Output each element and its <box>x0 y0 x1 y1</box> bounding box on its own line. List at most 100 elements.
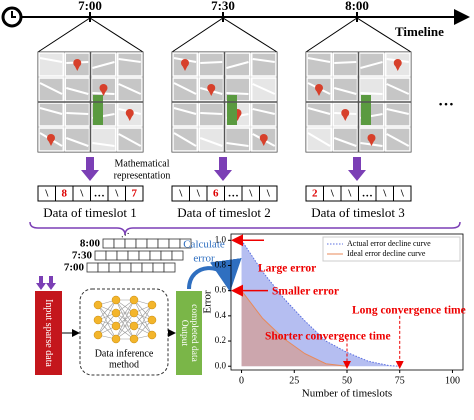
map-tile <box>38 52 64 77</box>
area-fill <box>241 290 347 367</box>
map-tile <box>332 52 359 77</box>
park <box>93 95 103 125</box>
zoom-lines <box>305 17 412 53</box>
cell-value: \ <box>400 188 405 200</box>
stack-cell <box>119 262 132 273</box>
timeline-label: Timeline <box>395 24 444 39</box>
input-box <box>35 291 62 375</box>
road <box>252 58 275 63</box>
nn-node <box>147 300 157 310</box>
park <box>361 95 371 125</box>
cell-value: … <box>94 188 105 200</box>
pin-tip <box>368 140 375 146</box>
series-line <box>241 240 400 367</box>
calc-text: error <box>193 253 215 265</box>
road <box>200 61 223 64</box>
nn-node <box>129 295 139 305</box>
road <box>360 92 383 95</box>
purple-arrow <box>36 276 46 290</box>
zoom-lines <box>37 17 144 53</box>
stack-time: 7:30 <box>72 250 93 262</box>
cell-value: 8 <box>62 188 68 200</box>
nn-node <box>111 308 121 318</box>
nn-node <box>111 321 121 331</box>
purple-arrow <box>81 157 99 181</box>
stack-cell <box>157 238 170 249</box>
map <box>37 51 144 153</box>
pin-tip <box>182 65 188 71</box>
cell-value: 6 <box>213 188 219 200</box>
road <box>307 57 331 63</box>
slot-label: Data of timeslot 1 <box>43 205 137 220</box>
cell-value: \ <box>44 188 49 200</box>
park <box>227 95 237 125</box>
annotation: Large error <box>258 263 316 275</box>
road <box>39 82 63 95</box>
road <box>252 83 276 95</box>
stack-cell <box>179 238 192 249</box>
road <box>173 132 197 147</box>
slot-label: Data of timeslot 2 <box>177 205 271 220</box>
method-text: Data inference <box>95 348 154 359</box>
pin-tip <box>394 65 401 71</box>
road <box>39 107 63 115</box>
stack-cell <box>141 262 154 273</box>
cell-value: \ <box>79 188 84 200</box>
x-tick-label: 50 <box>342 375 352 386</box>
stack-cell <box>97 262 110 273</box>
pin-tip <box>126 115 133 121</box>
nn-edge <box>97 319 117 340</box>
road <box>92 142 115 147</box>
y-tick-label: 0.4 <box>215 310 227 320</box>
cell-value: 2 <box>312 188 318 200</box>
calc-text: Calculate <box>183 239 225 251</box>
stack-cell <box>163 262 176 273</box>
annotation: Shorter convergence time <box>265 331 391 343</box>
road <box>66 112 89 115</box>
stack-cell <box>108 262 121 273</box>
x-tick-label: 100 <box>445 375 460 386</box>
cell-value: \ <box>196 188 201 200</box>
purple-arrow <box>214 157 232 181</box>
slot-label: Data of timeslot 3 <box>311 205 405 220</box>
stack-more: … <box>117 226 131 241</box>
y-tick-label: 0.6 <box>215 285 227 295</box>
road <box>226 92 249 95</box>
clock-icon <box>1 6 23 28</box>
map-tile <box>306 102 332 127</box>
road <box>307 132 331 147</box>
road <box>199 137 223 147</box>
stack-cell <box>138 250 151 261</box>
stack-cell <box>160 250 173 261</box>
cell-value: \ <box>178 188 183 200</box>
cell-value: \ <box>382 188 387 200</box>
cell <box>125 185 144 202</box>
map-tile <box>64 77 91 102</box>
pin-tip <box>316 90 322 96</box>
road <box>118 83 142 95</box>
road <box>333 137 357 147</box>
x-tick-label: 25 <box>289 375 299 386</box>
time-label: 7:00 <box>78 0 102 13</box>
nn-node <box>129 308 139 318</box>
map-tile <box>198 52 225 77</box>
y-tick-label: 0.0 <box>215 360 227 370</box>
road <box>226 142 249 147</box>
nn-edge <box>115 299 135 327</box>
map <box>171 51 278 153</box>
stack-cell <box>86 262 99 273</box>
nn-edge <box>97 299 117 336</box>
nn-edge <box>133 299 153 336</box>
nn-edge <box>133 304 153 340</box>
series-line <box>241 290 348 367</box>
pin-tip <box>342 115 349 121</box>
nn-node <box>147 315 157 325</box>
map <box>305 51 412 153</box>
road <box>65 137 89 147</box>
output-text: completed data <box>189 304 199 363</box>
pin-tip <box>48 140 54 146</box>
legend-label: Actual error decline curve <box>347 239 431 248</box>
legend-label: Ideal error decline curve <box>347 249 426 258</box>
road <box>39 57 63 63</box>
